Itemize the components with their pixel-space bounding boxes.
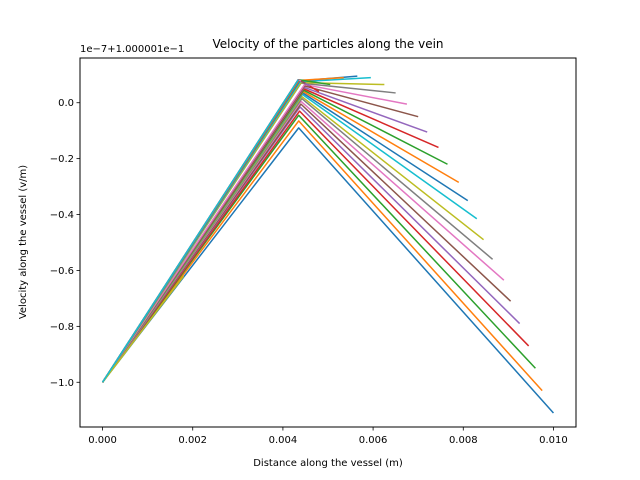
x-tick-label: 0.010 [539, 435, 568, 446]
plot-frame [79, 57, 577, 428]
y-tick-label: −0.6 [50, 266, 74, 277]
x-tick-label: 0.002 [178, 435, 207, 446]
series-line-30 [101, 79, 299, 383]
x-tick-label: 0.000 [88, 435, 117, 446]
y-axis-label: Velocity along the vessel (v/m) [18, 165, 29, 319]
x-tick-label: 0.006 [359, 435, 388, 446]
series-line-2 [101, 120, 543, 392]
y-axis-ticks: −1.0 −0.8 −0.6 −0.4 −0.2 0.0 [50, 98, 80, 389]
x-tick-label: 0.008 [449, 435, 478, 446]
y-tick-label: −1.0 [50, 378, 74, 389]
chart-title: Velocity of the particles along the vein [212, 37, 443, 51]
y-tick-label: −0.2 [50, 154, 74, 165]
y-tick-label: −0.8 [50, 322, 74, 333]
x-axis-label: Distance along the vessel (m) [253, 458, 403, 469]
x-tick-label: 0.004 [269, 435, 298, 446]
y-offset-text: 1e−7+1.000001e−1 [80, 44, 184, 55]
series-line-29 [101, 275, 185, 383]
series-layer [101, 75, 555, 414]
y-tick-label: 0.0 [58, 98, 74, 109]
series-line-17 [101, 83, 408, 383]
x-axis-ticks: 0.000 0.002 0.004 0.006 0.008 0.010 [88, 427, 568, 446]
y-tick-label: −0.4 [50, 210, 74, 221]
